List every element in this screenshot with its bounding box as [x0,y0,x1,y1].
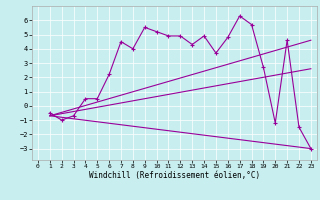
X-axis label: Windchill (Refroidissement éolien,°C): Windchill (Refroidissement éolien,°C) [89,171,260,180]
